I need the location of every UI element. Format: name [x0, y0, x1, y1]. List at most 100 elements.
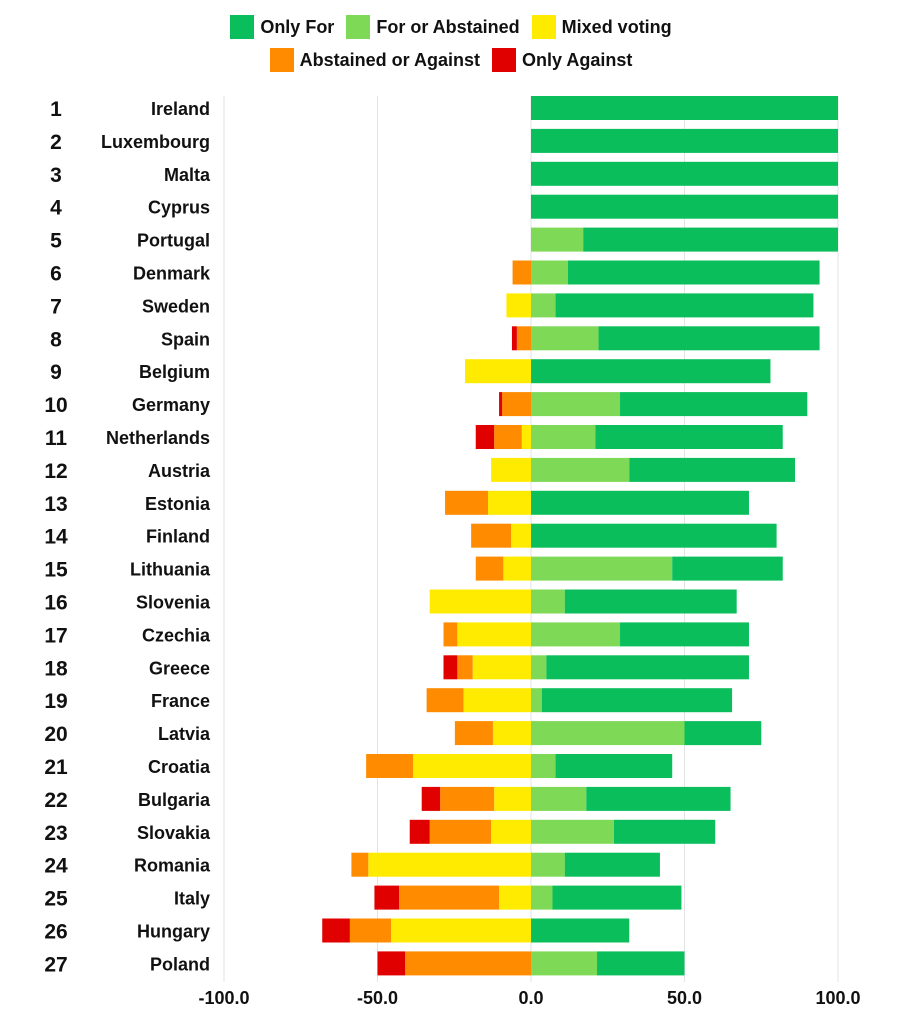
- bar-mixed: [521, 425, 531, 449]
- bar-for_or_abstained: [531, 951, 598, 976]
- bar-only_for: [672, 556, 783, 581]
- bar-for_or_abstained: [531, 227, 584, 252]
- legend-swatch: [230, 15, 255, 39]
- rank-label: 19: [44, 690, 67, 713]
- bar-mixed: [492, 721, 531, 746]
- country-label: Austria: [148, 461, 211, 481]
- bar-only_against: [475, 425, 495, 449]
- bar-only_for: [613, 819, 716, 844]
- rank-label: 9: [50, 361, 62, 384]
- rank-label: 5: [50, 230, 62, 253]
- bar-abstained_or_against: [398, 885, 500, 910]
- bar-for_or_abstained: [531, 457, 630, 482]
- bar-only_for: [555, 293, 814, 318]
- bar-abstained_or_against: [457, 655, 473, 680]
- rank-label: 24: [44, 855, 68, 878]
- legend-abstained-or-against: Abstained or Against: [269, 48, 480, 72]
- rank-label: 23: [44, 822, 67, 845]
- bar-abstained_or_against: [445, 490, 489, 515]
- bar-only_against: [443, 655, 458, 680]
- legend-label: Only For: [260, 16, 335, 37]
- rank-label: 7: [50, 295, 62, 318]
- bar-only_for: [583, 227, 838, 252]
- rank-label: 2: [50, 131, 62, 154]
- country-label: Latvia: [158, 724, 211, 744]
- legend-only-against: Only Against: [492, 48, 632, 72]
- bar-abstained_or_against: [349, 918, 392, 943]
- bar-only_for: [531, 194, 838, 219]
- country-label: France: [151, 691, 210, 711]
- bar-only_for: [546, 655, 749, 680]
- bar-for_or_abstained: [531, 754, 556, 778]
- bar-for_or_abstained: [531, 556, 673, 581]
- country-label: Spain: [161, 329, 210, 349]
- bar-only_against: [322, 918, 350, 943]
- bar-mixed: [368, 852, 531, 877]
- legend-swatch: [269, 48, 294, 72]
- bar-only_for: [684, 721, 762, 746]
- bar-abstained_or_against: [429, 819, 492, 844]
- rank-label: 26: [44, 921, 67, 944]
- rank-label: 16: [44, 592, 67, 615]
- rank-label: 11: [45, 427, 68, 450]
- bar-for_or_abstained: [531, 622, 621, 647]
- rank-label: 22: [44, 789, 67, 812]
- legend-mixed: Mixed voting: [531, 15, 672, 39]
- country-label: Malta: [164, 165, 211, 185]
- bar-abstained_or_against: [405, 951, 531, 976]
- bar-mixed: [429, 589, 531, 614]
- bar-abstained_or_against: [494, 425, 522, 449]
- bar-only_for: [620, 392, 808, 417]
- bar-only_against: [499, 392, 503, 417]
- bar-for_or_abstained: [531, 786, 587, 811]
- legend-swatch: [531, 15, 556, 39]
- bar-only_for: [555, 754, 673, 778]
- bar-mixed: [491, 457, 531, 482]
- rank-label: 21: [44, 756, 68, 779]
- bar-mixed: [463, 688, 531, 713]
- rank-label: 15: [44, 559, 68, 582]
- legend-only-for: Only For: [230, 15, 334, 39]
- bar-only_for: [541, 688, 733, 713]
- country-label: Sweden: [142, 296, 210, 316]
- bar-for_or_abstained: [531, 260, 568, 285]
- bar-for_or_abstained: [531, 721, 685, 746]
- legend-swatch: [492, 48, 516, 72]
- legend-label: Only Against: [522, 49, 633, 70]
- country-label: Greece: [149, 658, 210, 678]
- x-tick-label: 100.0: [815, 988, 860, 1008]
- country-label: Slovenia: [136, 593, 211, 613]
- bar-mixed: [464, 359, 531, 384]
- bar-abstained_or_against: [443, 622, 458, 647]
- bar-only_against: [421, 786, 441, 811]
- bar-only_against: [511, 326, 517, 351]
- country-label: Estonia: [145, 494, 211, 514]
- rank-label: 25: [44, 888, 68, 911]
- country-label: Belgium: [139, 362, 210, 382]
- bar-for_or_abstained: [531, 589, 565, 614]
- legend-row-1: Only For For or Abstained Mixed voting: [0, 15, 902, 39]
- country-label: Ireland: [151, 99, 210, 119]
- country-label: Bulgaria: [138, 790, 211, 810]
- bar-mixed: [413, 754, 531, 778]
- rank-label: 18: [44, 657, 68, 680]
- bar-only_for: [567, 260, 820, 285]
- country-label: Portugal: [137, 231, 210, 251]
- bar-mixed: [391, 918, 531, 943]
- bar-only_for: [564, 589, 737, 614]
- x-tick-label: -100.0: [198, 988, 249, 1008]
- bar-mixed: [503, 556, 531, 581]
- bar-only_for: [531, 359, 771, 384]
- bar-only_against: [409, 819, 430, 844]
- legend-label: For or Abstained: [376, 16, 520, 37]
- legend-for-or-abstained: For or Abstained: [346, 15, 520, 39]
- rank-label: 27: [44, 953, 67, 976]
- country-label: Romania: [134, 856, 211, 876]
- x-tick-label: 50.0: [667, 988, 702, 1008]
- bar-for_or_abstained: [531, 425, 596, 449]
- bar-abstained_or_against: [516, 326, 531, 351]
- bar-only_for: [629, 457, 796, 482]
- legend-swatch: [346, 15, 371, 39]
- country-label: Hungary: [137, 922, 210, 942]
- bar-mixed: [506, 293, 531, 318]
